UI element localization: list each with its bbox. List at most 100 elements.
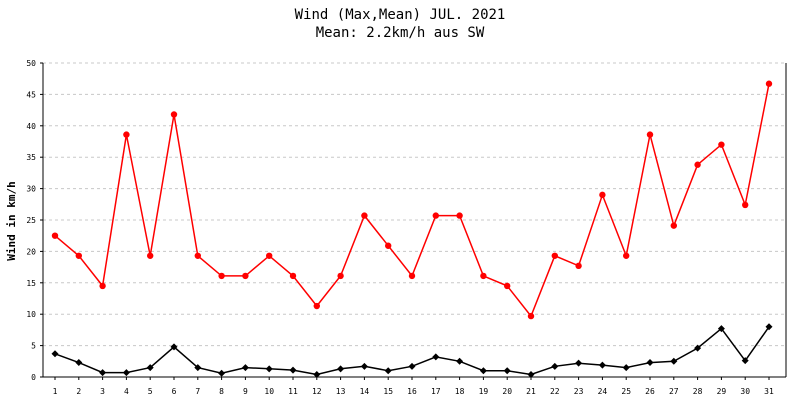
chart-subtitle: Mean: 2.2km/h aus SW [316,25,485,41]
data-point [289,272,297,280]
x-tick-label: 8 [219,387,224,396]
data-point [646,131,654,138]
data-point [670,357,678,365]
data-point [717,325,725,333]
data-point [575,262,582,270]
x-tick-label: 26 [645,387,655,396]
data-point [313,370,321,378]
series-layer [51,80,773,378]
data-point [242,272,249,280]
data-point [51,350,59,358]
data-point [694,161,701,168]
data-point [265,365,273,373]
data-point [527,370,535,378]
data-point [504,282,511,290]
data-point [718,141,725,148]
data-point [170,111,178,118]
x-tick-label: 21 [526,387,536,396]
data-point [75,252,83,259]
x-tick-label: 25 [621,387,631,396]
data-point [408,272,416,280]
data-point [456,357,464,365]
y-tick-label: 25 [26,216,36,225]
x-tick-label: 9 [243,387,248,396]
data-point [480,272,487,280]
data-point [432,353,440,361]
data-point [218,369,226,377]
x-tick-label: 7 [195,387,200,396]
x-tick-label: 11 [288,387,298,396]
data-point [241,364,249,372]
data-point [194,364,202,372]
x-tick-label: 29 [717,387,727,396]
data-point [575,359,583,367]
data-point [551,252,558,259]
x-tick-label: 15 [383,387,393,396]
data-point [599,191,606,199]
x-tick-label: 13 [336,387,346,396]
y-tick-label: 40 [26,122,36,131]
y-tick-label: 50 [26,59,36,68]
data-point [527,312,535,320]
x-tick-label: 27 [669,387,679,396]
data-point [503,367,511,375]
y-tick-label: 10 [26,310,36,319]
x-tick-label: 3 [100,387,105,396]
data-point [51,232,59,239]
x-tick-label: 30 [740,387,750,396]
data-point [123,131,130,138]
x-tick-label: 16 [407,387,417,396]
series-line-1 [54,83,770,318]
data-point [408,362,416,370]
x-tick-label: 14 [360,387,370,396]
data-point [218,272,225,280]
data-point [456,212,463,219]
x-tick-label: 1 [53,387,58,396]
x-tick-label: 19 [479,387,489,396]
y-axis-label: Wind in km/h [5,181,18,260]
data-point [622,364,630,372]
data-point [765,323,773,331]
data-point [741,357,749,365]
data-point [75,359,83,367]
y-tick-label: 35 [26,153,36,162]
data-point [194,252,201,259]
data-point [646,359,654,367]
data-point [598,361,606,369]
x-tick-label: 10 [264,387,274,396]
data-point [170,343,178,351]
data-point [551,362,559,370]
y-tick-label: 45 [26,90,36,99]
data-point [765,80,773,87]
data-point [289,366,297,374]
x-tick-label: 20 [502,387,512,396]
data-point [360,362,368,370]
data-point [694,344,702,352]
y-tick-label: 20 [26,247,36,256]
data-point [122,369,130,377]
data-point [623,252,630,259]
data-point [479,367,487,375]
data-point [146,364,154,372]
x-tick-label: 6 [172,387,177,396]
data-point [147,252,154,259]
x-tick-label: 4 [124,387,129,396]
data-point [337,365,345,373]
data-point [99,282,106,290]
x-tick-label: 23 [574,387,584,396]
x-tick-label: 12 [312,387,322,396]
data-point [384,367,392,375]
data-point [742,201,749,209]
data-point [266,252,273,259]
x-tick-label: 5 [148,387,153,396]
y-tick-label: 5 [31,342,36,351]
x-tick-label: 2 [76,387,81,396]
data-point [361,212,368,219]
y-tick-label: 15 [26,279,36,288]
x-tick-label: 17 [431,387,441,396]
x-tick-label: 22 [550,387,560,396]
x-tick-label: 28 [693,387,703,396]
data-point [432,212,439,219]
data-point [670,222,677,229]
